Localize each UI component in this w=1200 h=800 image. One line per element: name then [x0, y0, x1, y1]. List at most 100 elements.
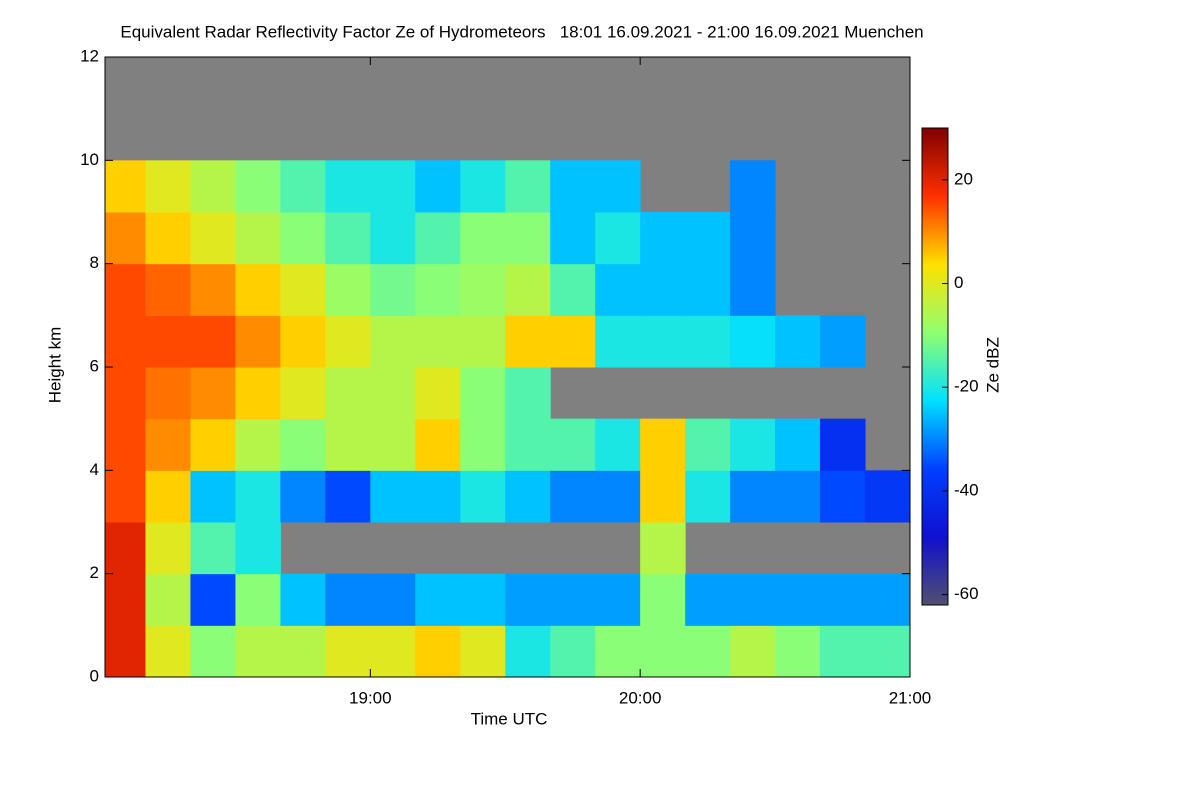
heat-cell: [730, 625, 776, 678]
x-axis-label: Time UTC: [471, 709, 548, 728]
heat-cell: [190, 367, 236, 420]
heat-cell: [640, 212, 686, 265]
heat-cell: [235, 418, 281, 471]
heat-cell: [865, 470, 911, 523]
heat-cell: [505, 625, 551, 678]
heat-cell: [145, 212, 191, 265]
heat-cell: [145, 315, 191, 368]
heat-cell: [685, 212, 731, 265]
heat-cell: [415, 625, 461, 678]
heat-cell: [145, 625, 191, 678]
heat-cell: [105, 573, 146, 626]
heat-cell: [730, 160, 776, 213]
heat-cell: [235, 315, 281, 368]
heat-cell: [460, 160, 506, 213]
heat-cell: [595, 263, 641, 316]
heat-cell: [280, 470, 326, 523]
heat-cell: [280, 367, 326, 420]
colorbar-tick-label: -60: [954, 584, 979, 603]
heat-cell: [460, 263, 506, 316]
heat-cell: [550, 418, 596, 471]
heat-cell: [325, 625, 371, 678]
heat-cell: [550, 315, 596, 368]
heat-cell: [325, 418, 371, 471]
heat-cell: [640, 263, 686, 316]
heat-cell: [865, 625, 911, 678]
heat-cell: [235, 212, 281, 265]
heat-cell: [505, 470, 551, 523]
heat-cell: [595, 418, 641, 471]
heat-cell: [370, 263, 416, 316]
heat-cell: [325, 573, 371, 626]
heat-cell: [105, 470, 146, 523]
heat-cell: [190, 573, 236, 626]
y-axis-label: Height km: [45, 327, 64, 404]
x-tick-label: 19:00: [349, 688, 392, 707]
y-tick-label: 8: [90, 253, 99, 272]
heat-cell: [550, 625, 596, 678]
heat-cell: [415, 263, 461, 316]
heat-cell: [145, 573, 191, 626]
heat-cell: [640, 418, 686, 471]
heat-cell: [190, 418, 236, 471]
heat-cell: [550, 470, 596, 523]
heat-cell: [640, 315, 686, 368]
heat-cell: [595, 470, 641, 523]
y-tick-label: 10: [80, 150, 99, 169]
heat-cell: [370, 418, 416, 471]
heat-cell: [685, 315, 731, 368]
heat-cell: [505, 315, 551, 368]
heat-cell: [325, 315, 371, 368]
heat-cell: [280, 418, 326, 471]
heat-cell: [280, 625, 326, 678]
heat-cell: [370, 625, 416, 678]
heat-cell: [105, 160, 146, 213]
heat-cell: [235, 160, 281, 213]
colorbar: [921, 127, 949, 606]
y-tick-label: 6: [90, 356, 99, 375]
y-tick-label: 2: [90, 563, 99, 582]
heat-cell: [190, 470, 236, 523]
heat-cell: [685, 263, 731, 316]
heat-cell: [730, 573, 776, 626]
colorbar-tick-label: 20: [954, 169, 973, 188]
heat-cell: [235, 573, 281, 626]
heat-cell: [145, 367, 191, 420]
heat-cell: [370, 470, 416, 523]
heat-cell: [235, 367, 281, 420]
heat-cell: [685, 573, 731, 626]
heat-cell: [640, 573, 686, 626]
heat-cell: [505, 160, 551, 213]
heat-cell: [370, 315, 416, 368]
heat-cell: [280, 263, 326, 316]
heat-cell: [820, 315, 866, 368]
heat-cell: [190, 160, 236, 213]
heat-cell: [595, 573, 641, 626]
heat-cell: [415, 418, 461, 471]
heat-cell: [820, 573, 866, 626]
heat-cell: [280, 573, 326, 626]
heat-cell: [775, 470, 821, 523]
heat-cell: [235, 522, 281, 575]
heat-cell: [235, 263, 281, 316]
heat-cell: [550, 160, 596, 213]
heat-cell: [730, 212, 776, 265]
heat-cell: [460, 625, 506, 678]
heat-cell: [730, 263, 776, 316]
heat-cell: [280, 160, 326, 213]
heat-cell: [775, 625, 821, 678]
heat-cell: [190, 522, 236, 575]
heat-cell: [105, 315, 146, 368]
heat-cell: [145, 470, 191, 523]
heat-cell: [640, 522, 686, 575]
heat-cell: [415, 470, 461, 523]
heat-cell: [505, 263, 551, 316]
heat-cell: [325, 470, 371, 523]
heat-cell: [280, 315, 326, 368]
heat-cell: [105, 625, 146, 678]
heat-cell: [595, 625, 641, 678]
colorbar-tick-label: 0: [954, 273, 963, 292]
heat-cell: [730, 315, 776, 368]
heat-cell: [775, 315, 821, 368]
heat-cell: [370, 212, 416, 265]
